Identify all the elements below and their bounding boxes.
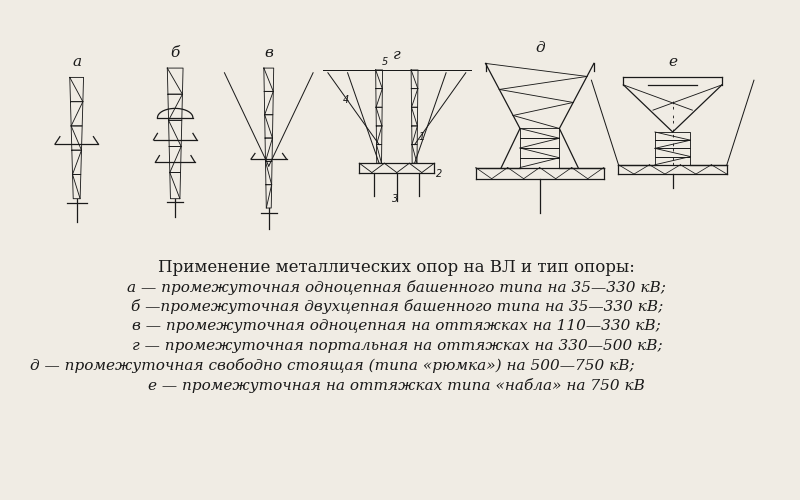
Text: 4: 4 — [342, 94, 349, 104]
Text: е — промежуточная на оттяжках типа «набла» на 750 кВ: е — промежуточная на оттяжках типа «набл… — [148, 378, 646, 393]
Text: г — промежуточная портальная на оттяжках на 330—500 кВ;: г — промежуточная портальная на оттяжках… — [131, 338, 662, 352]
Text: е: е — [668, 55, 677, 69]
Text: 2: 2 — [436, 169, 442, 179]
Text: а — промежуточная одноцепная башенного типа на 35—330 кВ;: а — промежуточная одноцепная башенного т… — [127, 280, 666, 295]
Text: 1: 1 — [418, 132, 425, 142]
Text: Применение металлических опор на ВЛ и тип опоры:: Применение металлических опор на ВЛ и ти… — [158, 260, 635, 276]
Text: в: в — [264, 46, 274, 60]
Text: д: д — [535, 41, 545, 55]
Text: г: г — [393, 48, 401, 62]
Text: д — промежуточная свободно стоящая (типа «рюмка») на 500—750 кВ;: д — промежуточная свободно стоящая (типа… — [30, 358, 635, 373]
Text: 3: 3 — [392, 194, 398, 204]
Text: 5: 5 — [382, 58, 388, 68]
Text: б —промежуточная двухцепная башенного типа на 35—330 кВ;: б —промежуточная двухцепная башенного ти… — [130, 300, 663, 314]
Text: а: а — [72, 55, 82, 69]
Text: б: б — [170, 46, 180, 60]
Text: в — промежуточная одноцепная на оттяжках на 110—330 кВ;: в — промежуточная одноцепная на оттяжках… — [133, 319, 662, 333]
